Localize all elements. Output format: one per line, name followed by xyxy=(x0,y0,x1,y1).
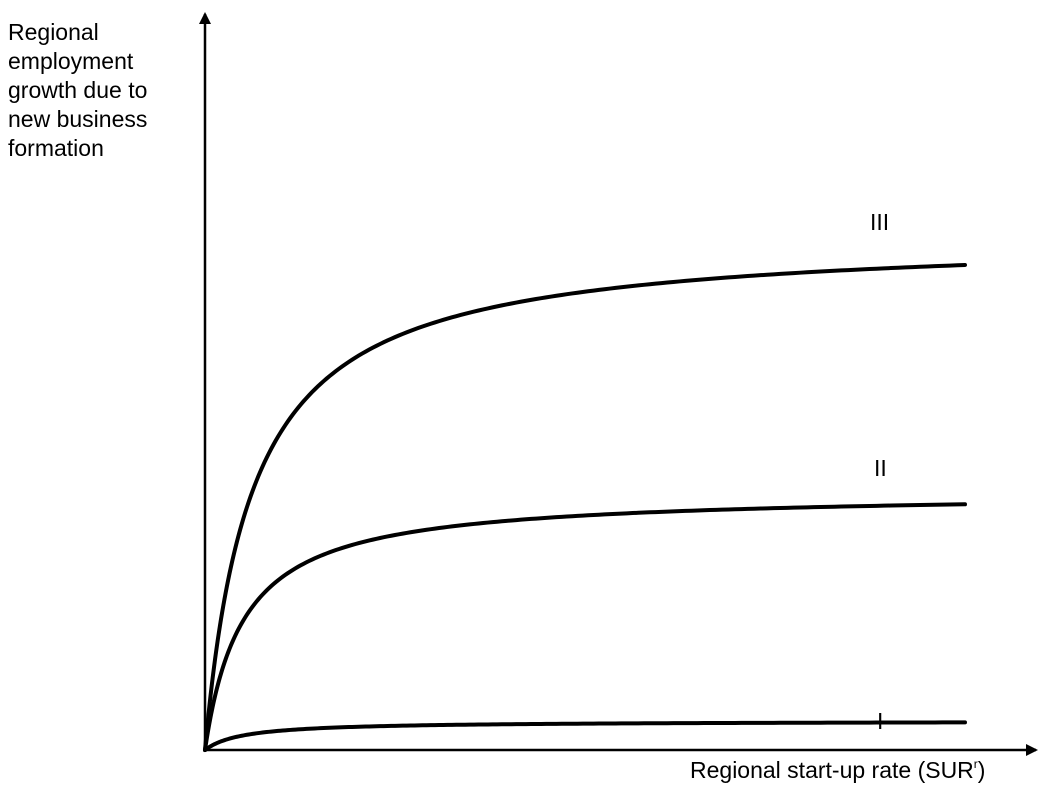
x-axis-label: Regional start-up rate (SURr) xyxy=(690,756,985,785)
y-axis-label: Regional employment growth due to new bu… xyxy=(8,18,188,163)
curve-i xyxy=(203,720,967,752)
curve-iii xyxy=(203,262,967,752)
x-axis-label-suffix: ) xyxy=(977,757,986,783)
y-axis-label-line: growth due to xyxy=(8,77,148,103)
y-axis-label-line: formation xyxy=(8,135,104,161)
curve-label-iii: III xyxy=(870,209,890,235)
y-axis-label-line: new business xyxy=(8,106,148,132)
y-axis-label-line: Regional xyxy=(8,19,99,45)
curve-label-i: I xyxy=(877,708,884,734)
y-axis-label-line: employment xyxy=(8,48,134,74)
curve-label-ii: II xyxy=(874,455,887,481)
x-axis-label-superscript: r xyxy=(973,757,978,771)
x-axis-label-text: Regional start-up rate (SUR xyxy=(690,757,974,783)
curve-ii xyxy=(203,502,967,752)
